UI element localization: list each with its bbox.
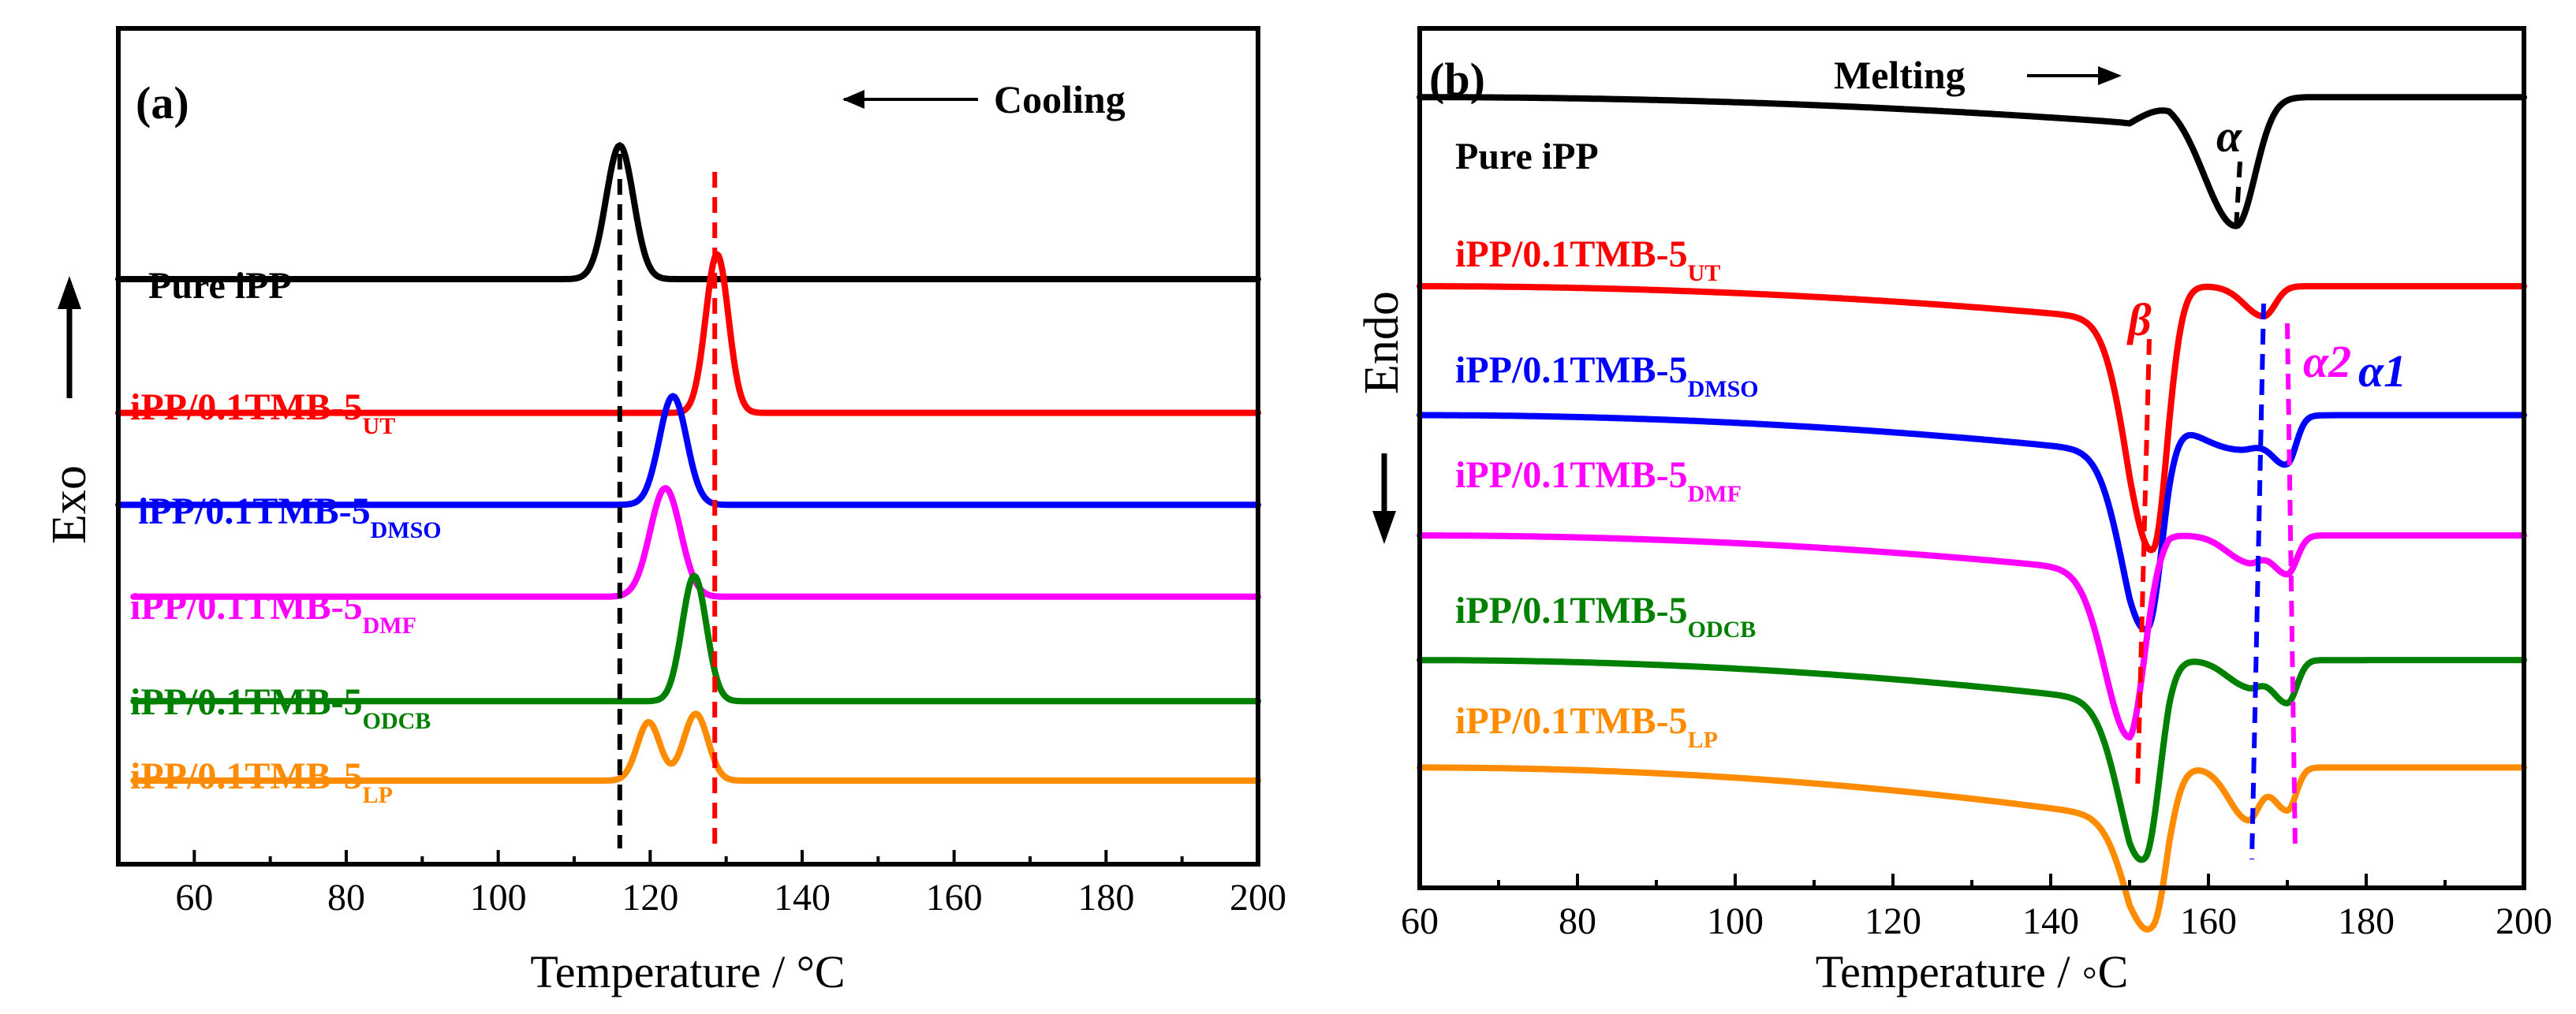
x-tick-label-80: 80 xyxy=(327,877,365,919)
x-tick-label-60: 60 xyxy=(1401,900,1439,942)
beta-phase-label: β xyxy=(2126,294,2152,345)
melting-annotation: Melting xyxy=(1834,53,2122,97)
reference-line-1-1 xyxy=(2135,338,2152,793)
x-tick-label-100: 100 xyxy=(470,877,527,919)
curve-1-3 xyxy=(1417,532,2527,741)
alpha1-phase-label: α1 xyxy=(2358,345,2406,397)
exo-label: Exo xyxy=(43,465,96,544)
panel-a-x-axis-label: Temperature / °C xyxy=(530,946,845,997)
label-odcb-a: iPP/0.1TMB-5ODCB xyxy=(130,681,431,734)
x-tick-label-160: 160 xyxy=(926,877,983,919)
exo-axis-label: Exo xyxy=(43,276,96,544)
phase-labels: α β α1 α2 xyxy=(2126,110,2406,397)
label-dmf-a: iPP/0.1TMB-5DMF xyxy=(130,586,416,639)
panel-a-series-labels: Pure iPP iPP/0.1TMB-5UT iPP/0.1TMB-5DMSO… xyxy=(130,265,442,808)
curve-1-1 xyxy=(1417,283,2527,554)
endo-arrow-down-icon xyxy=(1372,511,1396,544)
curve-0-4 xyxy=(130,572,1261,705)
x-tick-label-140: 140 xyxy=(774,877,831,919)
panel-b-reference-lines xyxy=(2135,161,2298,860)
x-tick-label-200: 200 xyxy=(2496,900,2552,942)
x-tick-label-100: 100 xyxy=(1707,900,1764,942)
curve-1-0 xyxy=(1417,94,2527,229)
panel-a-reference-lines xyxy=(617,154,718,848)
label-dmf-b: iPP/0.1TMB-5DMF xyxy=(1455,454,1742,507)
cooling-annotation: Cooling xyxy=(842,77,1126,121)
label-ut-b: iPP/0.1TMB-5UT xyxy=(1455,233,1720,286)
panel-b-curve-group xyxy=(1417,94,2527,933)
label-pure-ipp-a: Pure iPP xyxy=(148,265,292,307)
label-odcb-b: iPP/0.1TMB-5ODCB xyxy=(1455,590,1756,643)
panel-b-label: (b) xyxy=(1429,54,1485,105)
panel-a-cooling-curves: 60 80 100 120 140 160 180 200 (a) Cooling Pure … xyxy=(43,26,1286,997)
endo-label: Endo xyxy=(1355,291,1409,394)
curve-1-2 xyxy=(1417,412,2527,633)
label-dmso-b: iPP/0.1TMB-5DMSO xyxy=(1455,349,1759,402)
curve-0-2 xyxy=(115,393,1261,509)
label-ut-a: iPP/0.1TMB-5UT xyxy=(130,386,395,439)
label-lp-b: iPP/0.1TMB-5LP xyxy=(1455,700,1718,753)
x-tick-label-80: 80 xyxy=(1559,900,1596,942)
reference-line-1-2 xyxy=(2249,303,2266,860)
exo-arrow-up-icon xyxy=(58,276,81,309)
label-lp-a: iPP/0.1TMB-5LP xyxy=(130,755,393,808)
x-tick-label-160: 160 xyxy=(2180,900,2237,942)
panel-b-melting-curves: 60 80 100 120 140 160 180 200 (b) Melting Pure … xyxy=(1355,26,2552,997)
x-tick-label-120: 120 xyxy=(1865,900,1921,942)
reference-line-1-3 xyxy=(2285,322,2298,848)
alpha-phase-label: α xyxy=(2216,110,2242,162)
curve-0-5 xyxy=(130,710,1261,784)
endo-axis-label: Endo xyxy=(1355,291,1409,544)
panel-b-series-labels: Pure iPP iPP/0.1TMB-5UT iPP/0.1TMB-5DMSO… xyxy=(1455,136,1759,753)
label-dmso-a: iPP/0.1TMB-5DMSO xyxy=(138,490,442,543)
panel-a-plot-frame xyxy=(116,26,1260,867)
x-tick-label-120: 120 xyxy=(622,877,678,919)
x-tick-label-60: 60 xyxy=(175,877,213,919)
melting-arrow-head-icon xyxy=(2098,66,2122,85)
panel-b-x-axis-label: Temperature / ◦C xyxy=(1816,946,2129,997)
reference-line-1-0 xyxy=(2234,161,2242,229)
x-tick-label-180: 180 xyxy=(1077,877,1134,919)
curve-1-4 xyxy=(1417,657,2527,863)
panel-a-curve-group xyxy=(115,142,1261,784)
x-tick-label-180: 180 xyxy=(2338,900,2395,942)
panel-a-label: (a) xyxy=(136,77,189,129)
label-pure-ipp-b: Pure iPP xyxy=(1455,136,1599,177)
cooling-arrow-head-icon xyxy=(842,90,864,109)
melting-label: Melting xyxy=(1834,53,1966,97)
x-tick-label-140: 140 xyxy=(2022,900,2079,942)
curve-0-0 xyxy=(115,142,1261,282)
alpha2-phase-label: α2 xyxy=(2303,336,2351,387)
curve-0-1 xyxy=(115,251,1261,416)
panel-a-x-ticks: 60 80 100 120 140 160 180 200 xyxy=(175,850,1286,919)
x-tick-label-200: 200 xyxy=(1230,877,1286,919)
curve-1-5 xyxy=(1417,764,2527,933)
cooling-label: Cooling xyxy=(994,77,1126,121)
panel-b-x-ticks: 60 80 100 120 140 160 180 200 xyxy=(1401,874,2552,942)
